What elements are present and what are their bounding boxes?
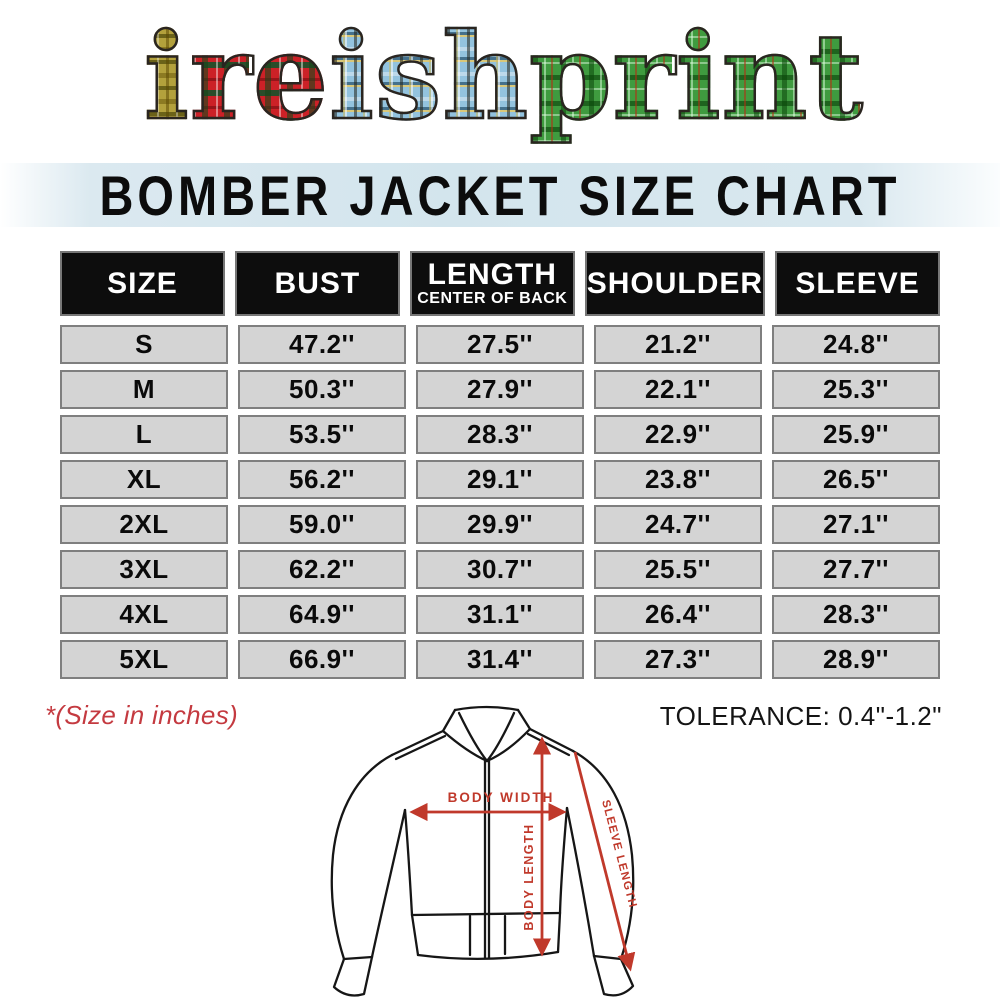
cell-length: 31.4'' <box>416 640 584 679</box>
cell-sleeve: 24.8'' <box>772 325 940 364</box>
cell-bust: 53.5'' <box>238 415 406 454</box>
brand-logo: i r e i s h p r i n t <box>0 0 1000 162</box>
header-label: LENGTH <box>427 258 557 292</box>
header-sublabel: CENTER OF BACK <box>417 289 568 307</box>
size-unit-note: *(Size in inches) <box>45 700 238 730</box>
cell-length: 29.9'' <box>416 505 584 544</box>
header-cell-bust: BUST <box>234 251 400 316</box>
cell-length: 29.1'' <box>416 460 584 499</box>
cell-shoulder: 27.3'' <box>594 640 762 679</box>
cell-size: L <box>60 415 228 454</box>
title-banner: BOMBER JACKET SIZE CHART <box>0 163 1000 227</box>
cell-shoulder: 22.9'' <box>594 415 762 454</box>
cell-bust: 66.9'' <box>238 640 406 679</box>
size-table-header: SIZE BUST LENGTH CENTER OF BACK SHOULDER… <box>60 251 940 316</box>
brand-letter: p <box>525 12 613 150</box>
page-title: BOMBER JACKET SIZE CHART <box>99 163 901 227</box>
cell-length: 27.5'' <box>416 325 584 364</box>
cell-bust: 64.9'' <box>238 595 406 634</box>
header-label: SLEEVE <box>795 266 920 300</box>
cell-size: S <box>60 325 228 364</box>
cell-bust: 62.2'' <box>238 550 406 589</box>
cell-bust: 56.2'' <box>238 460 406 499</box>
cell-shoulder: 21.2'' <box>594 325 762 364</box>
brand-letter: r <box>186 12 254 150</box>
sleeve-length-arrow <box>573 751 636 972</box>
cell-sleeve: 28.3'' <box>772 595 940 634</box>
brand-letter: n <box>718 12 808 150</box>
brand-letter: i <box>140 12 190 150</box>
cell-size: M <box>60 370 228 409</box>
jacket-measurement-diagram: BODY WIDTH BODY LENGTH SLEEVE LENGTH <box>318 703 683 998</box>
cell-size: 3XL <box>60 550 228 589</box>
header-cell-shoulder: SHOULDER <box>584 251 766 316</box>
cell-shoulder: 24.7'' <box>594 505 762 544</box>
body-length-label: BODY LENGTH <box>522 823 536 930</box>
header-label: BUST <box>274 266 361 300</box>
header-cell-length: LENGTH CENTER OF BACK <box>409 251 575 316</box>
header-cell-size: SIZE <box>60 251 225 316</box>
brand-letter: r <box>609 12 676 150</box>
body-width-label: BODY WIDTH <box>448 790 555 805</box>
cell-shoulder: 26.4'' <box>594 595 762 634</box>
cell-length: 28.3'' <box>416 415 584 454</box>
cell-sleeve: 25.3'' <box>772 370 940 409</box>
cell-bust: 59.0'' <box>238 505 406 544</box>
brand-letter: t <box>804 12 864 150</box>
cell-sleeve: 26.5'' <box>772 460 940 499</box>
brand-letter: h <box>438 12 529 150</box>
cell-sleeve: 28.9'' <box>772 640 940 679</box>
header-cell-sleeve: SLEEVE <box>775 251 940 316</box>
cell-size: XL <box>60 460 228 499</box>
jacket-outline-drawing <box>330 705 635 997</box>
size-table-body: S 47.2'' 27.5'' 21.2'' 24.8'' M 50.3'' 2… <box>60 325 940 679</box>
cell-sleeve: 27.7'' <box>772 550 940 589</box>
header-label: SHOULDER <box>586 266 764 300</box>
cell-length: 30.7'' <box>416 550 584 589</box>
brand-letter: s <box>371 12 443 150</box>
cell-size: 5XL <box>60 640 228 679</box>
cell-sleeve: 25.9'' <box>772 415 940 454</box>
brand-letter: e <box>249 12 330 150</box>
header-label: SIZE <box>107 266 178 300</box>
brand-letter: i <box>672 12 722 150</box>
cell-shoulder: 23.8'' <box>594 460 762 499</box>
cell-size: 4XL <box>60 595 228 634</box>
cell-bust: 47.2'' <box>238 325 406 364</box>
cell-length: 27.9'' <box>416 370 584 409</box>
cell-sleeve: 27.1'' <box>772 505 940 544</box>
cell-bust: 50.3'' <box>238 370 406 409</box>
brand-letter: i <box>325 12 375 150</box>
cell-length: 31.1'' <box>416 595 584 634</box>
cell-shoulder: 22.1'' <box>594 370 762 409</box>
cell-size: 2XL <box>60 505 228 544</box>
cell-shoulder: 25.5'' <box>594 550 762 589</box>
tolerance-note: TOLERANCE: 0.4"-1.2" <box>659 701 942 731</box>
